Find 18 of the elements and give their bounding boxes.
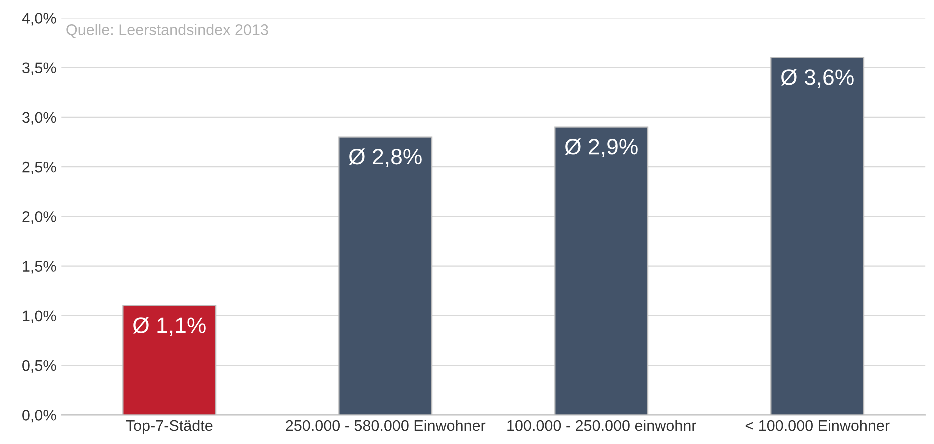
x-tick-label: 100.000 - 250.000 einwohnr [508, 420, 697, 432]
x-tick-label: Top-7-Städte [126, 420, 213, 434]
y-tick-label: 0,0% [22, 410, 56, 423]
data-label: Ø 3,6% [781, 69, 854, 88]
y-tick-label: 0,5% [22, 360, 56, 374]
y-tick-label: 2,0% [22, 212, 56, 224]
data-label: Ø 1,1% [133, 317, 206, 336]
y-tick-label: 4,0% [22, 13, 56, 26]
x-tick-label: < 100.000 Einwohner [746, 420, 890, 432]
y-tick-label: 3,5% [22, 62, 56, 76]
x-tick-label: 250.000 - 580.000 Einwohner [286, 420, 486, 432]
data-label: Ø 2,8% [349, 148, 422, 168]
annotation: Quelle: Leerstandsindex 2013 [66, 24, 268, 38]
y-tick-label: 3,0% [22, 112, 56, 125]
y-tick-label: 2,5% [22, 162, 56, 175]
y-tick-label: 1,0% [23, 310, 56, 324]
y-tick-label: 1,5% [23, 261, 56, 274]
data-label: Ø 2,9% [565, 138, 638, 158]
